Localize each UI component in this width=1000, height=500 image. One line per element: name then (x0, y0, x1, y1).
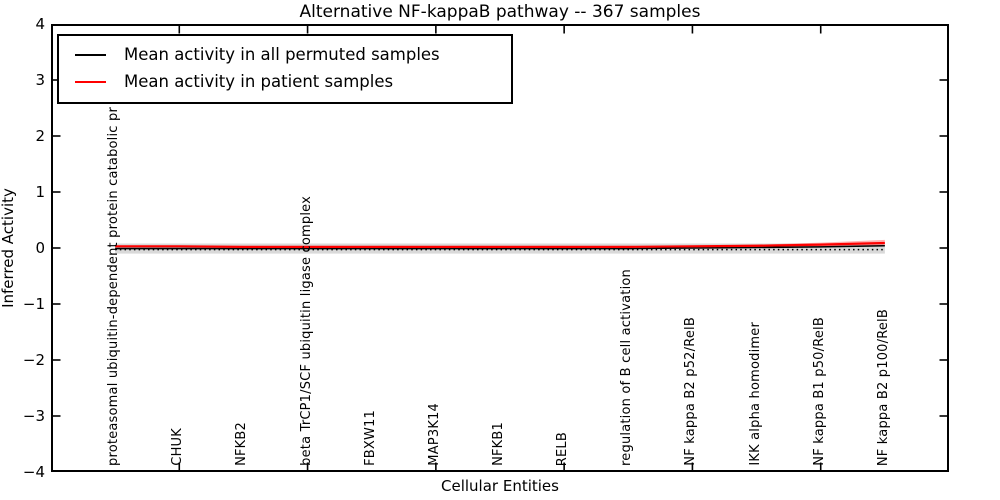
legend-item-permuted: Mean activity in all permuted samples (73, 41, 497, 68)
plot-canvas (51, 24, 949, 472)
series-line-mean-activity-in-all-permuted-samples (115, 244, 885, 250)
legend-label: Mean activity in patient samples (124, 72, 394, 91)
y-tick-label: −4 (22, 463, 45, 481)
x-tick-label: NF kappa B2 p52/RelB (683, 317, 699, 466)
legend-line-sample-black (75, 53, 106, 56)
y-tick-label: 4 (35, 15, 45, 33)
x-tick-label: MAP3K14 (426, 403, 442, 466)
legend-box: Mean activity in all permuted samples Me… (57, 34, 513, 104)
x-tick-label: CHUK (170, 428, 186, 466)
x-tick-label: NF kappa B1 p50/RelB (811, 317, 827, 466)
y-tick-label: 0 (35, 239, 45, 257)
axes-spines (51, 24, 949, 472)
legend-label: Mean activity in all permuted samples (124, 45, 440, 64)
y-tick-label: −1 (22, 295, 45, 313)
y-tick-label: −2 (22, 351, 45, 369)
x-tick-label: NFKB1 (491, 422, 506, 466)
y-tick-label: −3 (22, 407, 45, 425)
x-tick-label: proteasomal ubiquitin-dependent protein … (106, 107, 122, 466)
plot-area: proteasomal ubiquitin-dependent protein … (51, 24, 949, 472)
x-tick-label: IKK alpha homodimer (747, 322, 763, 466)
series-line-mean-activity-in-patient-samples (115, 241, 885, 248)
x-tick-label: RELB (555, 431, 571, 466)
x-tick-label: regulation of B cell activation (619, 269, 635, 466)
y-tick-label: 2 (35, 127, 45, 145)
y-tick-label: 3 (35, 71, 45, 89)
legend-line-sample-red (75, 80, 106, 83)
x-axis-label: Cellular Entities (441, 477, 559, 495)
chart-title: Alternative NF-kappaB pathway -- 367 sam… (299, 2, 701, 22)
x-tick-label: NF kappa B2 p100/RelB (875, 308, 891, 466)
x-tick-label: NFKB2 (234, 422, 250, 466)
band-patient-samples-range (115, 239, 885, 247)
legend-item-patient: Mean activity in patient samples (73, 68, 497, 95)
x-tick-label: beta TrCP1/SCF ubiquitin ligase complex (298, 196, 314, 466)
y-tick-label: 1 (35, 183, 45, 201)
x-tick-label: FBXW11 (362, 410, 378, 466)
y-axis-label: Inferred Activity (0, 188, 17, 308)
